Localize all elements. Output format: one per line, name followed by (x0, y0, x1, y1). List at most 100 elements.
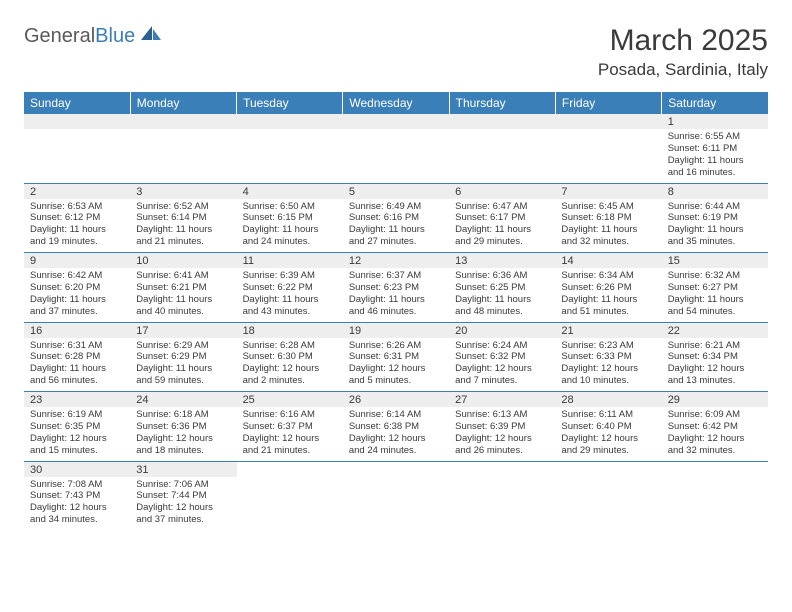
day-number: 8 (662, 184, 768, 199)
calendar-week-row: 16Sunrise: 6:31 AMSunset: 6:28 PMDayligh… (24, 322, 768, 392)
day-body: Sunrise: 6:50 AMSunset: 6:15 PMDaylight:… (237, 199, 343, 253)
day-body: Sunrise: 6:23 AMSunset: 6:33 PMDaylight:… (555, 338, 661, 392)
calendar-day-cell: 23Sunrise: 6:19 AMSunset: 6:35 PMDayligh… (24, 392, 130, 462)
day-body: Sunrise: 6:34 AMSunset: 6:26 PMDaylight:… (555, 268, 661, 322)
calendar-day-cell: 6Sunrise: 6:47 AMSunset: 6:17 PMDaylight… (449, 183, 555, 253)
day-number: 16 (24, 323, 130, 338)
calendar-day-cell: 22Sunrise: 6:21 AMSunset: 6:34 PMDayligh… (662, 322, 768, 392)
day-number: 27 (449, 392, 555, 407)
calendar-day-cell (343, 114, 449, 183)
day-body: Sunrise: 7:08 AMSunset: 7:43 PMDaylight:… (24, 477, 130, 531)
calendar-day-cell: 19Sunrise: 6:26 AMSunset: 6:31 PMDayligh… (343, 322, 449, 392)
calendar-day-cell: 17Sunrise: 6:29 AMSunset: 6:29 PMDayligh… (130, 322, 236, 392)
day-number: 5 (343, 184, 449, 199)
day-number: 3 (130, 184, 236, 199)
day-number: 24 (130, 392, 236, 407)
day-body: Sunrise: 6:42 AMSunset: 6:20 PMDaylight:… (24, 268, 130, 322)
day-body: Sunrise: 6:32 AMSunset: 6:27 PMDaylight:… (662, 268, 768, 322)
calendar-week-row: 9Sunrise: 6:42 AMSunset: 6:20 PMDaylight… (24, 253, 768, 323)
day-number-empty (343, 114, 449, 129)
day-number: 7 (555, 184, 661, 199)
calendar-day-cell: 8Sunrise: 6:44 AMSunset: 6:19 PMDaylight… (662, 183, 768, 253)
day-body: Sunrise: 6:24 AMSunset: 6:32 PMDaylight:… (449, 338, 555, 392)
day-body: Sunrise: 6:52 AMSunset: 6:14 PMDaylight:… (130, 199, 236, 253)
day-body: Sunrise: 6:31 AMSunset: 6:28 PMDaylight:… (24, 338, 130, 392)
day-number: 30 (24, 462, 130, 477)
calendar-day-cell: 13Sunrise: 6:36 AMSunset: 6:25 PMDayligh… (449, 253, 555, 323)
location: Posada, Sardinia, Italy (598, 60, 768, 80)
day-number-empty (130, 114, 236, 129)
calendar-week-row: 23Sunrise: 6:19 AMSunset: 6:35 PMDayligh… (24, 392, 768, 462)
day-number: 29 (662, 392, 768, 407)
calendar-day-cell: 30Sunrise: 7:08 AMSunset: 7:43 PMDayligh… (24, 461, 130, 530)
day-body: Sunrise: 6:21 AMSunset: 6:34 PMDaylight:… (662, 338, 768, 392)
calendar-day-cell: 3Sunrise: 6:52 AMSunset: 6:14 PMDaylight… (130, 183, 236, 253)
day-body: Sunrise: 6:49 AMSunset: 6:16 PMDaylight:… (343, 199, 449, 253)
calendar-day-cell: 28Sunrise: 6:11 AMSunset: 6:40 PMDayligh… (555, 392, 661, 462)
day-body: Sunrise: 6:55 AMSunset: 6:11 PMDaylight:… (662, 129, 768, 183)
calendar-day-cell: 31Sunrise: 7:06 AMSunset: 7:44 PMDayligh… (130, 461, 236, 530)
calendar-day-cell: 2Sunrise: 6:53 AMSunset: 6:12 PMDaylight… (24, 183, 130, 253)
title-block: March 2025 Posada, Sardinia, Italy (598, 24, 768, 80)
day-number: 18 (237, 323, 343, 338)
calendar-week-row: 1Sunrise: 6:55 AMSunset: 6:11 PMDaylight… (24, 114, 768, 183)
day-number: 4 (237, 184, 343, 199)
calendar-day-cell: 25Sunrise: 6:16 AMSunset: 6:37 PMDayligh… (237, 392, 343, 462)
calendar-day-cell: 24Sunrise: 6:18 AMSunset: 6:36 PMDayligh… (130, 392, 236, 462)
weekday-header-row: SundayMondayTuesdayWednesdayThursdayFrid… (24, 92, 768, 114)
day-number: 17 (130, 323, 236, 338)
day-body: Sunrise: 6:47 AMSunset: 6:17 PMDaylight:… (449, 199, 555, 253)
day-number: 11 (237, 253, 343, 268)
month-title: March 2025 (598, 24, 768, 58)
weekday-header: Monday (130, 92, 236, 114)
day-body: Sunrise: 6:41 AMSunset: 6:21 PMDaylight:… (130, 268, 236, 322)
day-number-empty (237, 114, 343, 129)
day-body: Sunrise: 6:28 AMSunset: 6:30 PMDaylight:… (237, 338, 343, 392)
calendar-day-cell: 18Sunrise: 6:28 AMSunset: 6:30 PMDayligh… (237, 322, 343, 392)
day-number: 26 (343, 392, 449, 407)
day-number: 28 (555, 392, 661, 407)
day-number-empty (449, 114, 555, 129)
calendar-day-cell: 26Sunrise: 6:14 AMSunset: 6:38 PMDayligh… (343, 392, 449, 462)
day-body: Sunrise: 6:09 AMSunset: 6:42 PMDaylight:… (662, 407, 768, 461)
day-body: Sunrise: 6:16 AMSunset: 6:37 PMDaylight:… (237, 407, 343, 461)
logo-text-general: General (24, 25, 95, 48)
calendar-day-cell (237, 461, 343, 530)
weekday-header: Wednesday (343, 92, 449, 114)
calendar-day-cell: 1Sunrise: 6:55 AMSunset: 6:11 PMDaylight… (662, 114, 768, 183)
day-number-empty (24, 114, 130, 129)
day-number-empty (555, 114, 661, 129)
calendar-day-cell (130, 114, 236, 183)
day-body: Sunrise: 6:53 AMSunset: 6:12 PMDaylight:… (24, 199, 130, 253)
logo: GeneralBlue (24, 24, 163, 48)
day-body: Sunrise: 7:06 AMSunset: 7:44 PMDaylight:… (130, 477, 236, 531)
calendar-day-cell (555, 114, 661, 183)
day-body: Sunrise: 6:36 AMSunset: 6:25 PMDaylight:… (449, 268, 555, 322)
calendar-day-cell (449, 114, 555, 183)
logo-sail-icon (139, 24, 163, 48)
calendar-day-cell: 16Sunrise: 6:31 AMSunset: 6:28 PMDayligh… (24, 322, 130, 392)
day-number: 9 (24, 253, 130, 268)
calendar-week-row: 2Sunrise: 6:53 AMSunset: 6:12 PMDaylight… (24, 183, 768, 253)
day-body: Sunrise: 6:29 AMSunset: 6:29 PMDaylight:… (130, 338, 236, 392)
day-number: 2 (24, 184, 130, 199)
day-number: 21 (555, 323, 661, 338)
calendar-week-row: 30Sunrise: 7:08 AMSunset: 7:43 PMDayligh… (24, 461, 768, 530)
day-body: Sunrise: 6:13 AMSunset: 6:39 PMDaylight:… (449, 407, 555, 461)
day-number: 6 (449, 184, 555, 199)
calendar-day-cell: 27Sunrise: 6:13 AMSunset: 6:39 PMDayligh… (449, 392, 555, 462)
day-body: Sunrise: 6:11 AMSunset: 6:40 PMDaylight:… (555, 407, 661, 461)
day-body: Sunrise: 6:37 AMSunset: 6:23 PMDaylight:… (343, 268, 449, 322)
calendar-day-cell: 21Sunrise: 6:23 AMSunset: 6:33 PMDayligh… (555, 322, 661, 392)
calendar-day-cell: 9Sunrise: 6:42 AMSunset: 6:20 PMDaylight… (24, 253, 130, 323)
calendar-day-cell: 5Sunrise: 6:49 AMSunset: 6:16 PMDaylight… (343, 183, 449, 253)
calendar-day-cell: 7Sunrise: 6:45 AMSunset: 6:18 PMDaylight… (555, 183, 661, 253)
logo-text-blue: Blue (95, 25, 135, 48)
day-number: 19 (343, 323, 449, 338)
calendar-day-cell: 20Sunrise: 6:24 AMSunset: 6:32 PMDayligh… (449, 322, 555, 392)
calendar-day-cell (343, 461, 449, 530)
day-body: Sunrise: 6:44 AMSunset: 6:19 PMDaylight:… (662, 199, 768, 253)
day-number: 14 (555, 253, 661, 268)
calendar-day-cell: 29Sunrise: 6:09 AMSunset: 6:42 PMDayligh… (662, 392, 768, 462)
day-number: 1 (662, 114, 768, 129)
